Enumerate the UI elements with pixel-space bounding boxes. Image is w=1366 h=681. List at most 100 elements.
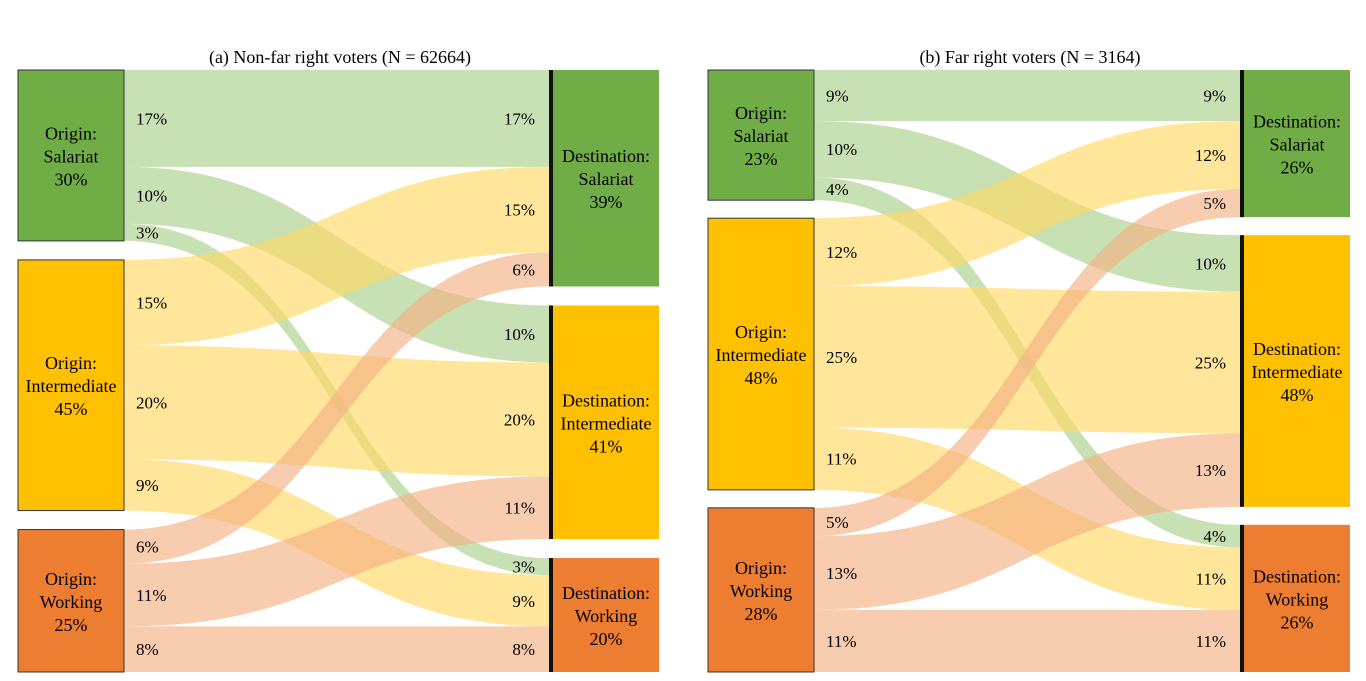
- origin-node-label: Origin:: [735, 558, 787, 578]
- flow-destination-label-I-S: 12%: [1195, 146, 1226, 165]
- origin-node-box: [17, 69, 125, 242]
- flow-origin-label-W-S: 5%: [826, 513, 849, 532]
- origin-node-label: Intermediate: [26, 376, 117, 396]
- flow-destination-label-S-W: 3%: [512, 558, 535, 577]
- destination-edge-bar: [1240, 70, 1244, 218]
- panel-a-title: (a) Non-far right voters (N = 62664): [209, 47, 471, 68]
- origin-node-label: 48%: [745, 368, 778, 388]
- destination-node-label: 48%: [1281, 385, 1314, 405]
- origin-node-label: Working: [730, 581, 793, 601]
- origin-node-label: Intermediate: [716, 345, 807, 365]
- destination-node-label: Destination:: [1253, 566, 1341, 586]
- destination-node-I: Destination: Intermediate 41%: [553, 305, 659, 540]
- destination-node-label: Intermediate: [561, 413, 652, 433]
- destination-node-label: Destination:: [1253, 339, 1341, 359]
- destination-node-box: [553, 305, 659, 540]
- origin-node-label: Salariat: [44, 146, 99, 166]
- origin-node-W: Origin: Working 25%: [17, 529, 125, 673]
- destination-node-W: Destination: Working 26%: [1244, 524, 1350, 672]
- flow-origin-label-S-W: 4%: [826, 180, 849, 199]
- flow-destination-label-I-W: 11%: [1195, 570, 1226, 589]
- destination-node-label: 41%: [590, 436, 623, 456]
- origin-node-I: Origin: Intermediate 45%: [17, 259, 125, 512]
- origin-node-box: [707, 217, 815, 491]
- destination-node-box: [553, 70, 659, 287]
- origin-node-box: [707, 507, 815, 673]
- origin-node-I: Origin: Intermediate 48%: [707, 217, 815, 491]
- flow-origin-label-S-I: 10%: [826, 140, 857, 159]
- flows: [124, 70, 549, 672]
- destination-node-box: [553, 558, 659, 672]
- flow-W-to-S: [124, 252, 549, 564]
- flow-destination-label-I-W: 9%: [512, 592, 535, 611]
- destination-node-label: 20%: [590, 629, 623, 649]
- destination-node-label: Destination:: [562, 583, 650, 603]
- flow-destination-label-S-S: 9%: [1203, 86, 1226, 105]
- flow-origin-label-W-I: 11%: [136, 586, 167, 605]
- flow-origin-label-W-I: 13%: [826, 564, 857, 583]
- origin-node-label: Origin:: [735, 103, 787, 123]
- destination-edge-bar: [549, 305, 553, 540]
- destination-node-label: Destination:: [1253, 112, 1341, 132]
- flow-labels: 17% 17% 10% 10% 3% 3% 15% 15% 20% 20% 9% 9% 6% 6% 11% 1…: [136, 109, 535, 659]
- destination-node-label: Salariat: [1270, 135, 1325, 155]
- origin-node-box: [707, 69, 815, 201]
- flow-W-to-W: [124, 626, 549, 672]
- origin-node-label: Salariat: [734, 126, 789, 146]
- destination-node-label: Intermediate: [1252, 362, 1343, 382]
- origin-node-label: 45%: [55, 399, 88, 419]
- flow-destination-label-S-W: 4%: [1203, 527, 1226, 546]
- destination-node-label: 26%: [1281, 158, 1314, 178]
- flow-W-to-S: [814, 188, 1240, 537]
- destination-node-label: Destination:: [562, 390, 650, 410]
- origin-node-label: 23%: [745, 149, 778, 169]
- flow-labels: 9% 9% 10% 10% 4% 4% 12% 12% 25% 25% 11% 11% 5% 5% 13% 1…: [826, 86, 1226, 650]
- flow-destination-label-S-I: 10%: [504, 325, 535, 344]
- origin-node-label: Origin:: [735, 322, 787, 342]
- destination-edge-bar: [549, 70, 553, 287]
- destination-node-W: Destination: Working 20%: [553, 558, 659, 672]
- flow-W-to-I: [814, 433, 1240, 610]
- flow-origin-label-S-I: 10%: [136, 186, 167, 205]
- flow-origin-label-I-I: 25%: [826, 348, 857, 367]
- flow-origin-label-I-S: 15%: [136, 294, 167, 313]
- destination-node-label: 26%: [1281, 612, 1314, 632]
- origin-node-box: [17, 259, 125, 512]
- flow-S-to-S: [124, 70, 549, 167]
- destination-node-label: Working: [575, 606, 638, 626]
- origin-node-S: Origin: Salariat 23%: [707, 69, 815, 201]
- flow-origin-label-I-W: 9%: [136, 476, 159, 495]
- origin-node-box: [17, 529, 125, 673]
- origin-node-label: Origin:: [45, 569, 97, 589]
- origin-node-W: Origin: Working 28%: [707, 507, 815, 673]
- destination-edge-bar: [1240, 235, 1244, 507]
- flows: [814, 70, 1240, 672]
- origin-node-label: 28%: [745, 604, 778, 624]
- flow-origin-label-W-W: 8%: [136, 640, 159, 659]
- origin-node-label: 25%: [55, 615, 88, 635]
- destination-node-I: Destination: Intermediate 48%: [1244, 235, 1350, 507]
- flow-destination-label-I-I: 20%: [504, 410, 535, 429]
- flow-origin-label-I-S: 12%: [826, 243, 857, 262]
- flow-S-to-S: [814, 70, 1240, 121]
- flow-origin-label-W-W: 11%: [826, 632, 857, 651]
- flow-origin-label-S-S: 17%: [136, 109, 167, 128]
- flow-I-to-S: [814, 120, 1240, 287]
- flow-W-to-W: [814, 609, 1240, 672]
- flow-destination-label-W-W: 11%: [1195, 632, 1226, 651]
- destination-node-box: [1244, 70, 1350, 218]
- destination-node-label: 39%: [590, 192, 623, 212]
- destination-node-S: Destination: Salariat 39%: [553, 70, 659, 287]
- flow-origin-label-W-S: 6%: [136, 538, 159, 557]
- origin-node-label: Origin:: [45, 123, 97, 143]
- destination-node-label: Working: [1266, 589, 1329, 609]
- destination-edge-bar: [549, 558, 553, 672]
- flow-destination-label-W-S: 6%: [512, 260, 535, 279]
- panel-b-far-right: 9% 9% 10% 10% 4% 4% 12% 12% 25% 25% 11% 11% 5% 5% 13% 1…: [707, 69, 1350, 673]
- flow-origin-label-S-S: 9%: [826, 86, 849, 105]
- flow-destination-label-W-S: 5%: [1203, 194, 1226, 213]
- flow-I-to-S: [124, 166, 549, 346]
- destination-node-box: [1244, 524, 1350, 672]
- origin-node-S: Origin: Salariat 30%: [17, 69, 125, 242]
- origin-node-label: Origin:: [45, 353, 97, 373]
